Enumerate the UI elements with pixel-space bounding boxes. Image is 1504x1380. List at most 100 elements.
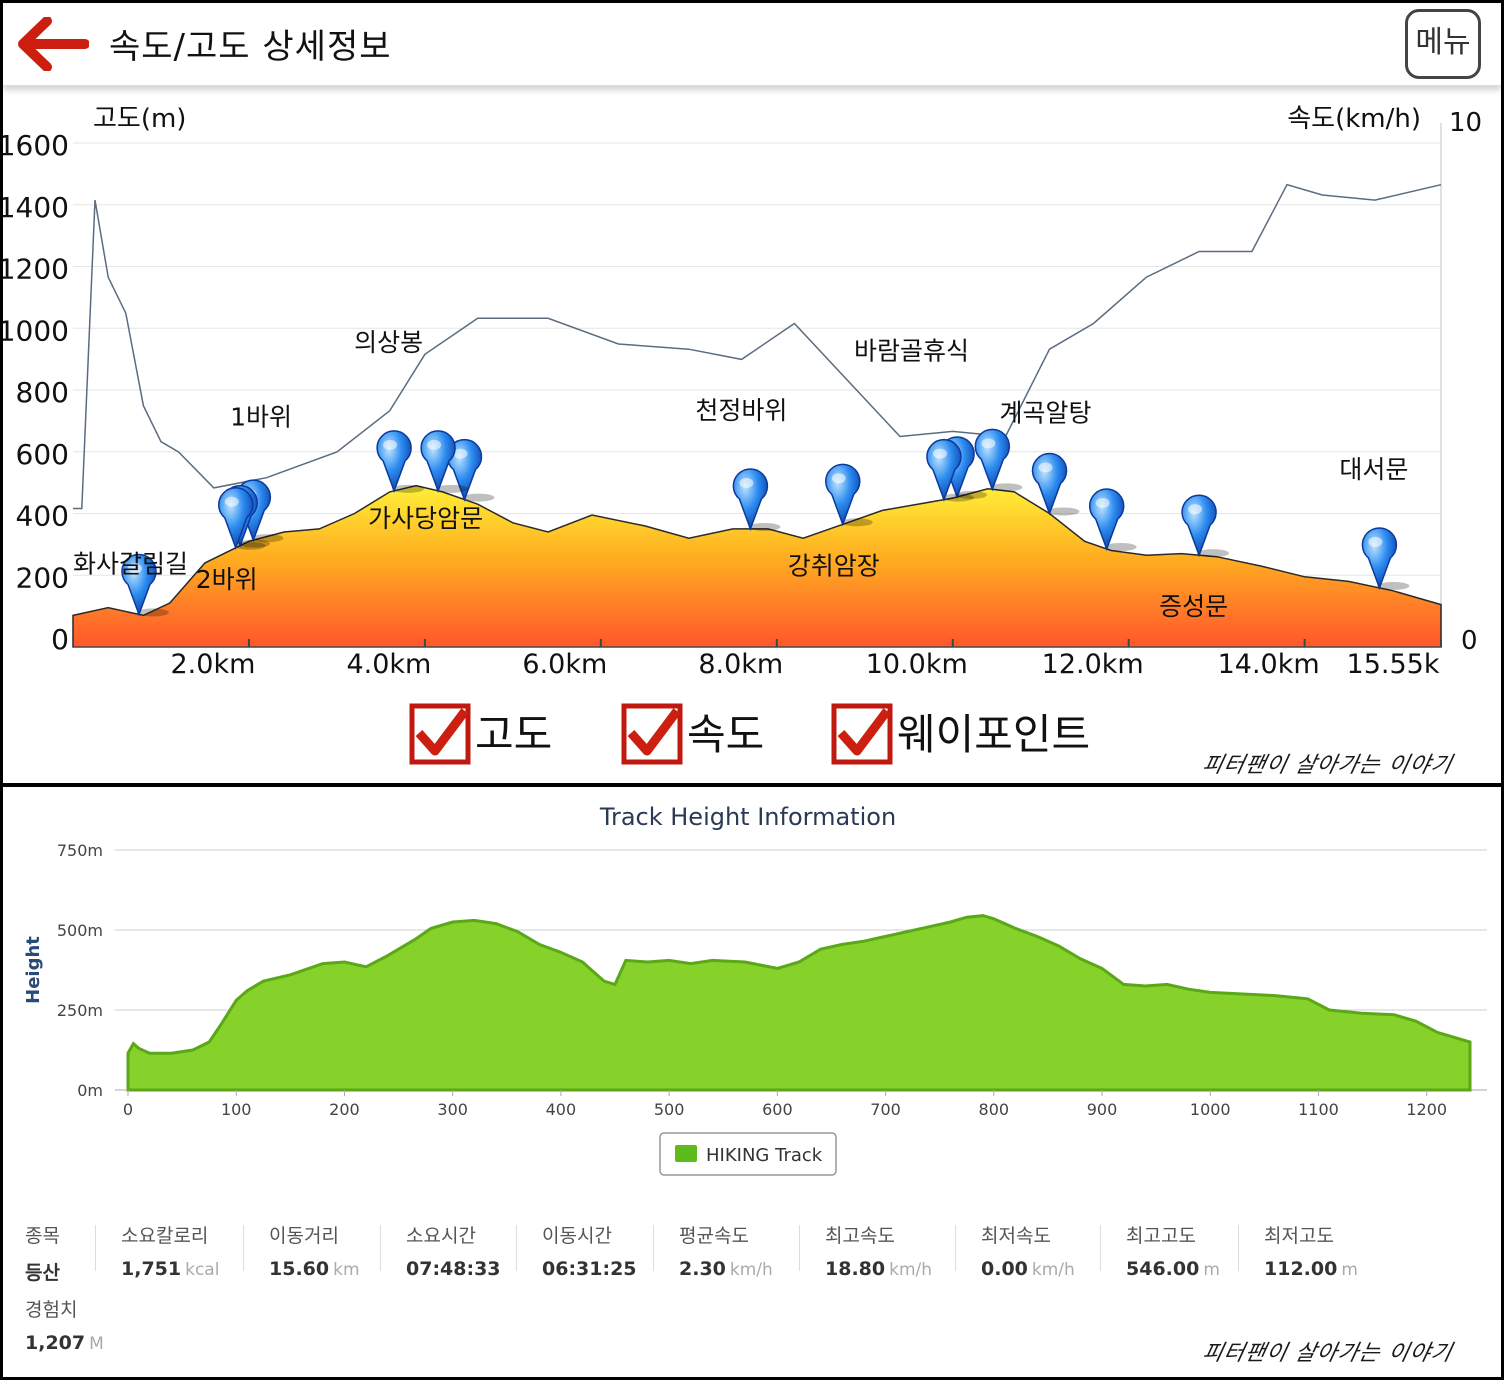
- map-pin-icon[interactable]: [1181, 494, 1230, 558]
- map-pin-icon[interactable]: [926, 438, 974, 502]
- stat-item: 최고고도 546.00 m: [1126, 1221, 1220, 1280]
- stat-item: 최저고도 112.00 m: [1264, 1221, 1358, 1280]
- waypoint-label: 천정바위: [695, 396, 787, 425]
- stat-label: 최저고도: [1264, 1225, 1334, 1247]
- waypoint-label: 2바위: [196, 565, 258, 594]
- stat-item: 최고속도 18.80 km/h: [825, 1221, 932, 1280]
- map-pin-icon[interactable]: [218, 487, 266, 550]
- map-pin-icon[interactable]: [1361, 527, 1410, 591]
- track-height-chart: Track Height Information Height 0m 250m 50…: [23, 803, 1487, 1176]
- waypoint-label: 바람골휴식: [854, 337, 969, 366]
- distance-tick-label: 10.0km: [866, 649, 968, 680]
- stat-unit: M: [89, 1334, 104, 1354]
- speed-toggle[interactable]: 속도: [621, 703, 764, 765]
- altitude-area: [72, 484, 1442, 648]
- waypoint-toggle[interactable]: 웨이포인트: [831, 703, 1090, 765]
- map-pin-icon[interactable]: [825, 463, 873, 527]
- map-pin-icon[interactable]: [1089, 488, 1137, 552]
- waypoint-label: 계곡알탕: [1000, 399, 1092, 428]
- distance-tick-label: 4.0km: [346, 649, 431, 680]
- stat-label: 종목: [25, 1225, 60, 1247]
- altitude-toggle[interactable]: 고도: [409, 703, 552, 765]
- altitude-tick-label: 1200: [3, 253, 69, 286]
- altitude-axis-title: 고도(m): [93, 104, 186, 134]
- stat-value: 1,207 M: [25, 1332, 104, 1354]
- stat-item: 종목 등산 경험치 1,207 M: [25, 1221, 104, 1354]
- map-pin-icon[interactable]: [376, 430, 425, 494]
- stat-label: 이동시간: [542, 1225, 612, 1247]
- menu-button[interactable]: 메뉴: [1405, 9, 1481, 79]
- stat-value: 07:48:33: [406, 1258, 501, 1280]
- stat-label: 경험치: [25, 1299, 78, 1321]
- distance-tick-label: 15.55k: [1347, 649, 1440, 680]
- stat-item: 이동시간 06:31:25: [542, 1221, 637, 1280]
- legend-swatch: [675, 1145, 697, 1162]
- waypoint-label: 의상봉: [354, 328, 423, 357]
- stat-divider: [955, 1225, 956, 1271]
- chart-legend[interactable]: HIKING Track: [659, 1132, 837, 1176]
- x-tick-label: 600: [762, 1100, 793, 1119]
- waypoint-label: 1바위: [230, 403, 292, 432]
- altitude-toggle-label: 고도: [475, 710, 552, 759]
- stat-value: 15.60 km: [269, 1258, 360, 1280]
- stat-unit: km: [333, 1260, 360, 1280]
- waypoint-label: 증성문: [1159, 592, 1228, 621]
- waypoint-label: 가사당암문: [368, 504, 483, 533]
- stat-unit: kcal: [185, 1260, 220, 1280]
- stat-divider: [1238, 1225, 1239, 1271]
- map-pin-icon[interactable]: [1031, 452, 1080, 516]
- stat-label: 이동거리: [269, 1225, 339, 1247]
- map-pin-icon[interactable]: [420, 430, 469, 494]
- stat-divider: [516, 1225, 517, 1271]
- stat-label: 소요시간: [406, 1225, 476, 1247]
- app-header: 속도/고도 상세정보 메뉴: [3, 3, 1501, 86]
- stat-unit: km/h: [889, 1260, 933, 1280]
- chart-title: Track Height Information: [599, 803, 896, 831]
- stat-unit: m: [1203, 1260, 1220, 1280]
- x-tick-label: 100: [221, 1100, 252, 1119]
- distance-tick-label: 8.0km: [698, 649, 783, 680]
- stat-divider: [653, 1225, 654, 1271]
- altitude-tick-label: 200: [16, 561, 69, 594]
- altitude-tick-label: 1000: [3, 314, 69, 347]
- watermark-text: 피터팬이 살아가는 이야기: [1199, 753, 1455, 778]
- altitude-speed-chart: 0 200 400 600 800 1000 1200 1400 1600 10 0 2.0km 4.0…: [3, 104, 1482, 680]
- speed-altitude-panel: 0 200 400 600 800 1000 1200 1400 1600 10 0 2.0km 4.0…: [3, 3, 1501, 783]
- stat-value: 546.00 m: [1126, 1258, 1220, 1280]
- map-pin-icon[interactable]: [121, 553, 169, 617]
- speed-tick-label: 0: [1461, 626, 1478, 656]
- stat-divider: [380, 1225, 381, 1271]
- y-axis-label: Height: [23, 936, 44, 1004]
- x-tick-label: 1200: [1406, 1100, 1447, 1119]
- x-tick-label: 0: [123, 1100, 133, 1119]
- stat-divider: [1100, 1225, 1101, 1271]
- stat-label: 소요칼로리: [121, 1225, 209, 1247]
- altitude-tick-label: 1600: [3, 129, 69, 162]
- x-tick-label: 700: [870, 1100, 901, 1119]
- stat-item: 소요시간 07:48:33: [406, 1221, 501, 1280]
- height-tick-label: 750m: [57, 841, 103, 860]
- x-tick-label: 800: [979, 1100, 1010, 1119]
- map-pin-icon[interactable]: [732, 468, 781, 532]
- stat-value: 18.80 km/h: [825, 1258, 933, 1280]
- stat-unit: m: [1341, 1260, 1358, 1280]
- stat-divider: [95, 1225, 96, 1271]
- back-arrow-icon[interactable]: [17, 17, 89, 71]
- stat-unit: km/h: [1031, 1260, 1075, 1280]
- stat-item: 평균속도 2.30 km/h: [679, 1221, 773, 1280]
- x-tick-label: 300: [437, 1100, 468, 1119]
- checkmark-icon: [837, 708, 891, 756]
- stat-label: 최저속도: [981, 1225, 1051, 1247]
- page-title: 속도/고도 상세정보: [109, 27, 392, 67]
- altitude-tick-label: 400: [16, 500, 69, 533]
- distance-tick-label: 2.0km: [171, 649, 256, 680]
- speed-axis-title: 속도(km/h): [1287, 104, 1421, 134]
- stat-item: 소요칼로리 1,751 kcal: [121, 1221, 219, 1280]
- map-pin-icon[interactable]: [974, 428, 1023, 492]
- x-tick-label: 500: [654, 1100, 685, 1119]
- stat-label: 최고고도: [1126, 1225, 1196, 1247]
- waypoint-label: 화사갈림길: [73, 549, 188, 578]
- x-tick-label: 200: [329, 1100, 360, 1119]
- watermark-text: 피터팬이 살아가는 이야기: [1199, 1341, 1455, 1366]
